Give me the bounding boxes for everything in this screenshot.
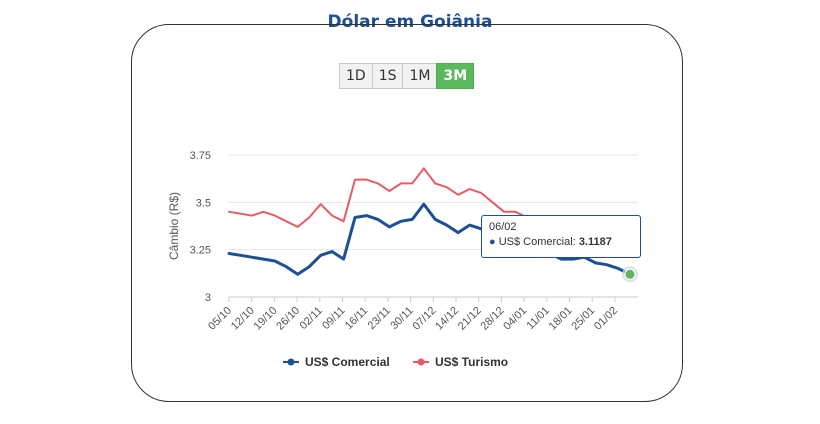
chart-tooltip: 06/02 ● US$ Comercial: 3.1187 — [481, 215, 641, 258]
x-tick-label: 14/12 — [433, 305, 461, 333]
legend-comercial-marker — [287, 358, 295, 366]
x-tick-label: 07/12 — [410, 305, 438, 333]
x-tick-label: 21/12 — [456, 305, 484, 333]
chart-frame — [131, 24, 683, 402]
x-tick-label: 09/11 — [320, 305, 347, 332]
range-button-3m[interactable]: 3M — [436, 63, 475, 89]
page-title: Dólar em Goiânia — [315, 12, 505, 32]
tooltip-value: 3.1187 — [578, 236, 612, 248]
x-tick-label: 23/11 — [366, 305, 393, 332]
y-tick-label: 3.75 — [190, 150, 211, 162]
range-button-1s[interactable]: 1S — [371, 63, 404, 89]
y-tick-label: 3 — [205, 292, 211, 304]
x-tick-label: 30/11 — [388, 305, 415, 332]
x-tick-label: 04/01 — [501, 305, 529, 333]
legend-turismo-label: US$ Turismo — [435, 355, 508, 369]
tooltip-series: US$ Comercial — [498, 236, 573, 248]
range-button-1d[interactable]: 1D — [339, 63, 373, 89]
series-line-comercial — [227, 202, 632, 276]
x-tick-label: 26/10 — [274, 305, 302, 333]
x-tick-label: 19/10 — [252, 305, 280, 333]
y-tick-label: 3.25 — [190, 245, 211, 257]
x-tick-label: 05/10 — [206, 305, 234, 333]
x-tick-label: 01/02 — [592, 305, 620, 333]
tooltip-row: ● US$ Comercial: 3.1187 — [489, 236, 612, 248]
x-tick-label: 25/01 — [569, 305, 597, 333]
x-tick-label: 11/01 — [525, 305, 552, 332]
title-bar: Dólar em Goiânia — [0, 12, 820, 32]
legend-comercial-label: US$ Comercial — [305, 355, 390, 369]
x-tick-label: 18/01 — [547, 305, 575, 333]
legend-turismo-marker — [417, 358, 425, 366]
x-tick-label: 16/11 — [343, 305, 370, 332]
highlight-point — [624, 268, 636, 280]
y-tick-label: 3.5 — [196, 197, 211, 209]
range-selector: 1D 1S 1M 3M — [339, 63, 475, 89]
x-tick-label: 28/12 — [479, 305, 507, 333]
y-axis-label: Câmbio (R$) — [167, 192, 181, 260]
x-tick-label: 02/11 — [298, 305, 325, 332]
x-tick-label: 12/10 — [229, 305, 257, 333]
tooltip-bullet-icon: ● — [489, 236, 496, 248]
tooltip-date: 06/02 — [489, 221, 517, 233]
